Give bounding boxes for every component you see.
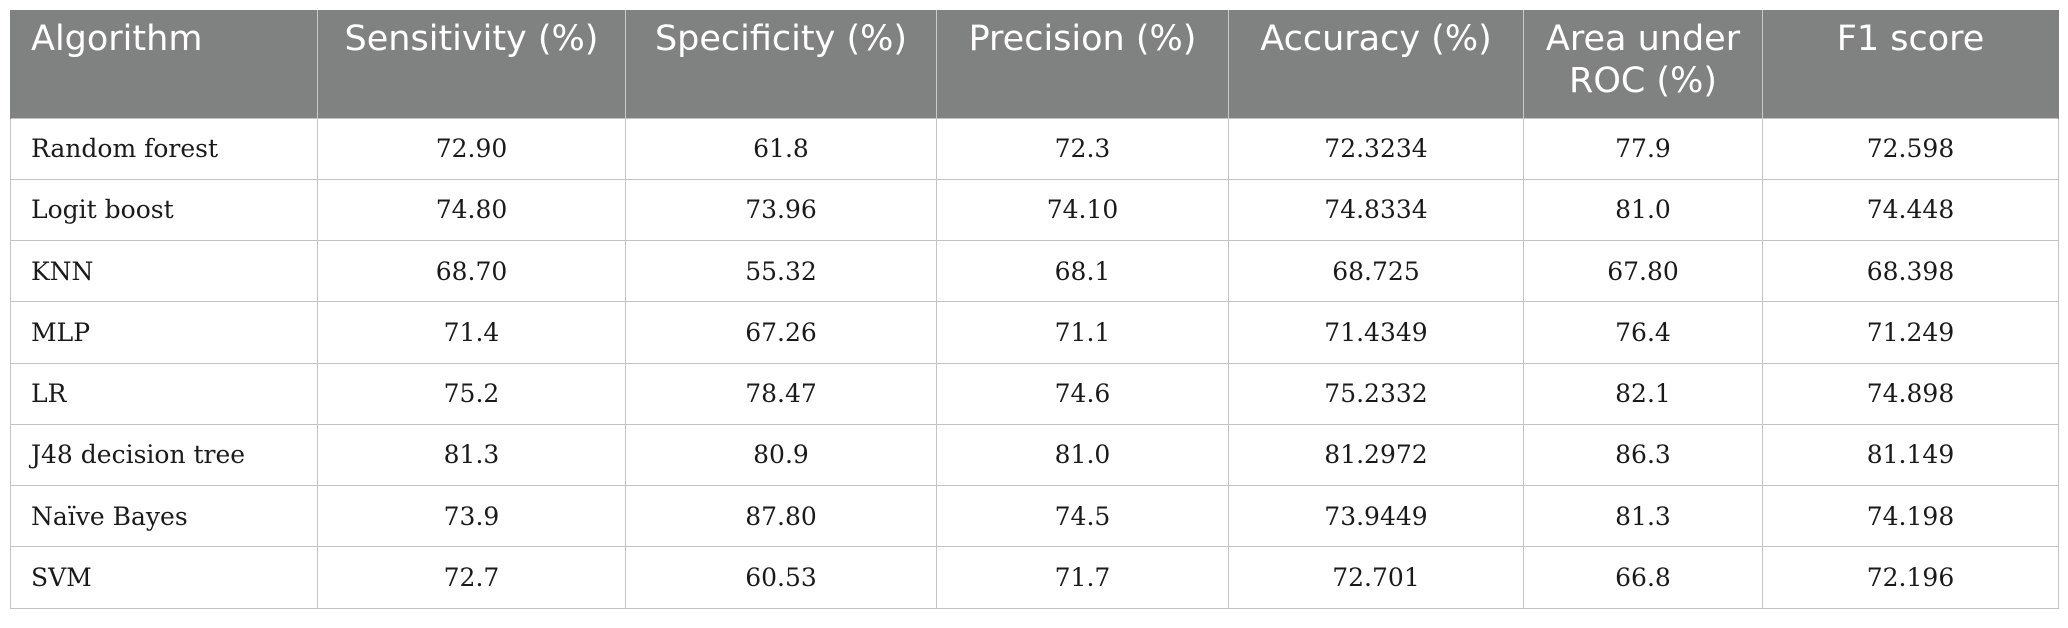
algorithm-metrics-table: Algorithm Sensitivity (%) Specificity (%… (10, 10, 2059, 609)
cell-specificity: 55.32 (625, 239, 937, 303)
header-algorithm: Algorithm (10, 10, 318, 118)
cell-algorithm: Naïve Bayes (10, 484, 318, 548)
cell-precision: 74.10 (936, 178, 1229, 242)
cell-sensitivity: 74.80 (317, 178, 626, 242)
cell-area-under-roc: 67.80 (1523, 239, 1763, 303)
cell-area-under-roc: 82.1 (1523, 362, 1763, 425)
cell-f1-score: 72.598 (1762, 117, 2059, 180)
cell-precision: 68.1 (936, 239, 1229, 303)
table-row: Naïve Bayes 73.9 87.80 74.5 73.9449 81.3… (10, 484, 2059, 548)
cell-accuracy: 72.3234 (1228, 117, 1524, 180)
cell-f1-score: 68.398 (1762, 239, 2059, 303)
table-row: Logit boost 74.80 73.96 74.10 74.8334 81… (10, 178, 2059, 242)
cell-accuracy: 75.2332 (1228, 362, 1524, 425)
cell-specificity: 61.8 (625, 117, 937, 180)
cell-area-under-roc: 76.4 (1523, 301, 1763, 364)
cell-f1-score: 71.249 (1762, 301, 2059, 364)
cell-precision: 74.5 (936, 484, 1229, 548)
cell-specificity: 78.47 (625, 362, 937, 425)
cell-area-under-roc: 81.0 (1523, 178, 1763, 242)
cell-algorithm: LR (10, 362, 318, 425)
cell-area-under-roc: 77.9 (1523, 117, 1763, 180)
cell-f1-score: 74.898 (1762, 362, 2059, 425)
cell-algorithm: J48 decision tree (10, 423, 318, 487)
cell-precision: 72.3 (936, 117, 1229, 180)
cell-algorithm: Random forest (10, 117, 318, 180)
cell-f1-score: 81.149 (1762, 423, 2059, 487)
table-row: MLP 71.4 67.26 71.1 71.4349 76.4 71.249 (10, 301, 2059, 364)
cell-sensitivity: 81.3 (317, 423, 626, 487)
cell-sensitivity: 68.70 (317, 239, 626, 303)
cell-algorithm: MLP (10, 301, 318, 364)
cell-algorithm: SVM (10, 546, 318, 609)
cell-sensitivity: 71.4 (317, 301, 626, 364)
table-row: KNN 68.70 55.32 68.1 68.725 67.80 68.398 (10, 239, 2059, 303)
cell-algorithm: KNN (10, 239, 318, 303)
cell-f1-score: 74.448 (1762, 178, 2059, 242)
header-row: Algorithm Sensitivity (%) Specificity (%… (10, 10, 2059, 118)
header-specificity: Specificity (%) (625, 10, 937, 118)
cell-accuracy: 81.2972 (1228, 423, 1524, 487)
cell-area-under-roc: 81.3 (1523, 484, 1763, 548)
cell-sensitivity: 72.90 (317, 117, 626, 180)
cell-precision: 74.6 (936, 362, 1229, 425)
header-accuracy: Accuracy (%) (1228, 10, 1524, 118)
cell-algorithm: Logit boost (10, 178, 318, 242)
header-sensitivity: Sensitivity (%) (317, 10, 626, 118)
cell-sensitivity: 72.7 (317, 546, 626, 609)
cell-sensitivity: 75.2 (317, 362, 626, 425)
cell-f1-score: 72.196 (1762, 546, 2059, 609)
cell-accuracy: 72.701 (1228, 546, 1524, 609)
cell-specificity: 73.96 (625, 178, 937, 242)
cell-area-under-roc: 86.3 (1523, 423, 1763, 487)
cell-sensitivity: 73.9 (317, 484, 626, 548)
cell-specificity: 60.53 (625, 546, 937, 609)
cell-accuracy: 68.725 (1228, 239, 1524, 303)
cell-accuracy: 73.9449 (1228, 484, 1524, 548)
table-row: SVM 72.7 60.53 71.7 72.701 66.8 72.196 (10, 546, 2059, 609)
cell-specificity: 67.26 (625, 301, 937, 364)
cell-precision: 71.1 (936, 301, 1229, 364)
header-area-under-roc: Area under ROC (%) (1523, 10, 1763, 118)
cell-precision: 81.0 (936, 423, 1229, 487)
cell-accuracy: 71.4349 (1228, 301, 1524, 364)
table-body: Random forest 72.90 61.8 72.3 72.3234 77… (10, 117, 2059, 609)
cell-area-under-roc: 66.8 (1523, 546, 1763, 609)
table-header: Algorithm Sensitivity (%) Specificity (%… (10, 10, 2059, 118)
header-f1-score: F1 score (1762, 10, 2059, 118)
cell-accuracy: 74.8334 (1228, 178, 1524, 242)
table-row: J48 decision tree 81.3 80.9 81.0 81.2972… (10, 423, 2059, 487)
header-precision: Precision (%) (936, 10, 1229, 118)
cell-specificity: 87.80 (625, 484, 937, 548)
cell-f1-score: 74.198 (1762, 484, 2059, 548)
results-table-container: Algorithm Sensitivity (%) Specificity (%… (10, 10, 2059, 609)
cell-specificity: 80.9 (625, 423, 937, 487)
cell-precision: 71.7 (936, 546, 1229, 609)
table-row: Random forest 72.90 61.8 72.3 72.3234 77… (10, 117, 2059, 180)
table-row: LR 75.2 78.47 74.6 75.2332 82.1 74.898 (10, 362, 2059, 425)
